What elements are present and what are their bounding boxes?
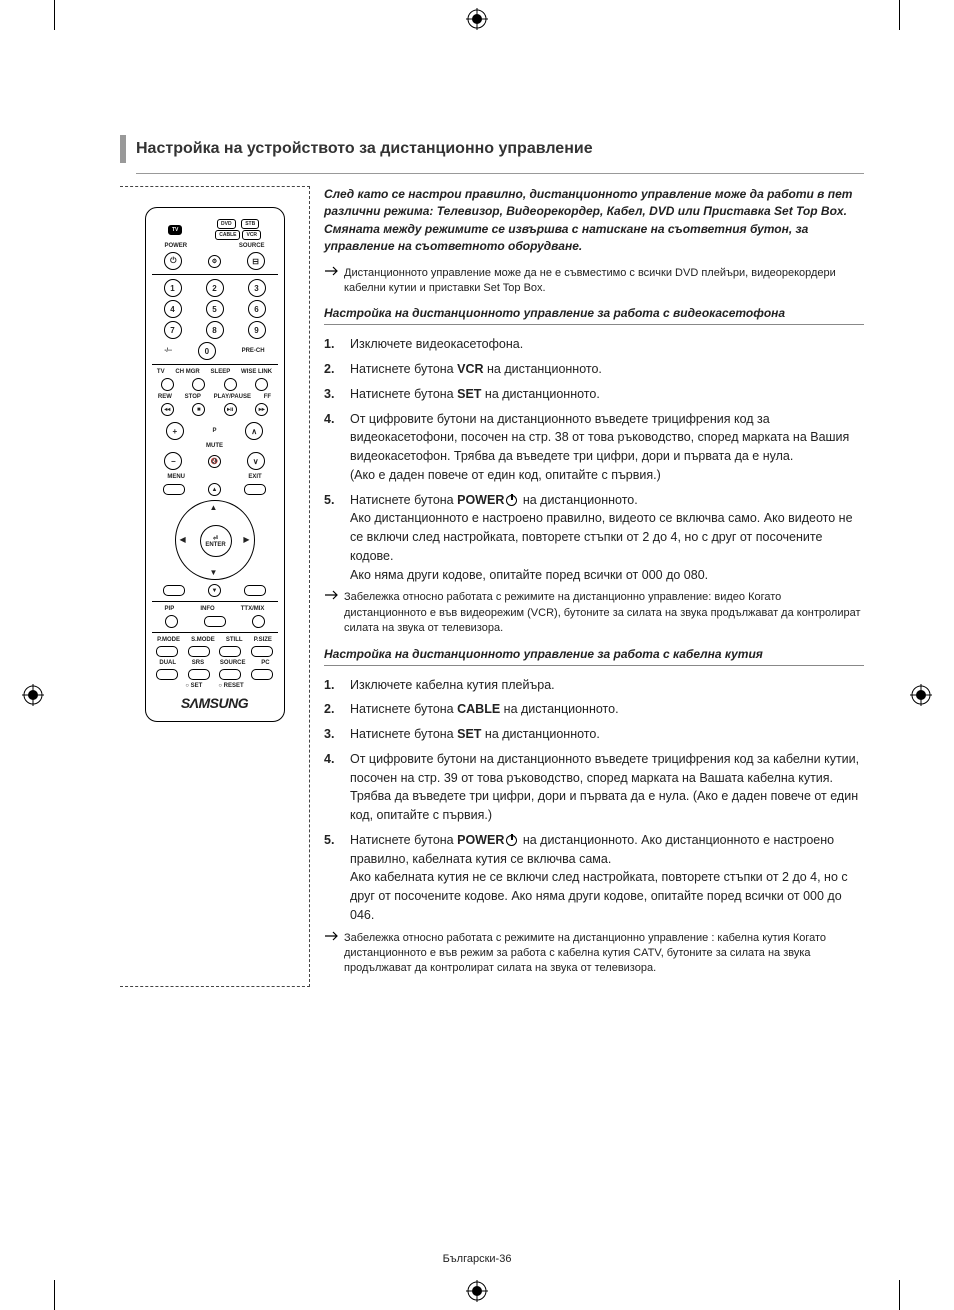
note-arrow-icon	[324, 266, 338, 276]
section1-note: Забележка относно работата с режимите на…	[324, 590, 864, 636]
power-button: ⏻	[164, 252, 182, 270]
digit-7: 7	[164, 321, 182, 339]
digit-8: 8	[206, 321, 224, 339]
digit-4: 4	[164, 300, 182, 318]
cog-button: ⚙	[208, 255, 221, 268]
section2-title: Настройка на дистанционното управление з…	[324, 647, 864, 666]
top-note-text: Дистанционното управление може да не е с…	[344, 266, 864, 297]
content-columns: TV DVD STB CABLE VCR POWER SOURCE ⏻	[120, 186, 864, 987]
crop-mark	[54, 0, 55, 30]
ch-down: ∨	[247, 452, 265, 470]
note-arrow-icon	[324, 590, 338, 600]
rew-button: ◂◂	[161, 403, 174, 416]
exit-button	[244, 484, 266, 495]
crop-mark	[54, 1280, 55, 1310]
section2-note: Забележка относно работата с режимите на…	[324, 931, 864, 977]
ff-button: ▸▸	[255, 403, 268, 416]
power-label: POWER	[164, 243, 187, 249]
crop-mark	[899, 0, 900, 30]
remote-diagram-box: TV DVD STB CABLE VCR POWER SOURCE ⏻	[120, 186, 310, 987]
vol-down: −	[164, 452, 182, 470]
power-icon	[506, 495, 517, 506]
registration-mark-icon	[466, 8, 488, 30]
title-row: Настройка на устройството за дистанционн…	[120, 135, 864, 163]
registration-mark-icon	[910, 684, 932, 706]
crop-mark	[899, 1280, 900, 1310]
digit-3: 3	[248, 279, 266, 297]
digit-6: 6	[248, 300, 266, 318]
mode-stb-button: STB	[241, 219, 259, 229]
digit-2: 2	[206, 279, 224, 297]
source-label: SOURCE	[239, 243, 265, 249]
mode-tv-button: TV	[168, 225, 182, 235]
ch-up: ∧	[245, 422, 263, 440]
digit-5: 5	[206, 300, 224, 318]
digit-9: 9	[248, 321, 266, 339]
top-note: Дистанционното управление може да не е с…	[324, 266, 864, 297]
note-arrow-icon	[324, 931, 338, 941]
title-bar-icon	[120, 135, 126, 163]
stop-button: ■	[192, 403, 205, 416]
section2-steps: 1.Изключете кабелна кутия плейъра. 2.Нат…	[324, 676, 864, 925]
play-button: ▸ıı	[224, 403, 237, 416]
samsung-logo: SΛMSUNG	[152, 695, 278, 711]
enter-button: ⏎ENTER	[200, 525, 232, 557]
menu-button	[163, 484, 185, 495]
page-footer: Български-36	[0, 1253, 954, 1265]
intro-text: След като се настрои правилно, дистанцио…	[324, 186, 864, 256]
mode-dvd-button: DVD	[217, 219, 236, 229]
registration-mark-icon	[22, 684, 44, 706]
page-title: Настройка на устройството за дистанционн…	[136, 140, 593, 158]
source-button: ⊟	[247, 252, 265, 270]
registration-mark-icon	[466, 1280, 488, 1302]
section1-title: Настройка на дистанционното управление з…	[324, 306, 864, 325]
power-icon	[506, 835, 517, 846]
digit-0: 0	[198, 342, 216, 360]
prech-label: PRE-CH	[242, 348, 265, 354]
mode-cable-button: CABLE	[215, 230, 240, 240]
section1-steps: 1.Изключете видеокасетофона. 2.Натиснете…	[324, 335, 864, 584]
title-underline	[136, 173, 864, 174]
digit-1: 1	[164, 279, 182, 297]
vol-up: +	[166, 422, 184, 440]
nav-ring: ▲ ▼ ◀ ▶ ⏎ENTER	[175, 500, 255, 580]
mute-button: 🔇	[208, 455, 221, 468]
mode-vcr-button: VCR	[242, 230, 261, 240]
remote-control-diagram: TV DVD STB CABLE VCR POWER SOURCE ⏻	[145, 207, 285, 722]
page-content: Настройка на устройството за дистанционн…	[120, 135, 864, 987]
text-column: След като се настрои правилно, дистанцио…	[324, 186, 864, 987]
